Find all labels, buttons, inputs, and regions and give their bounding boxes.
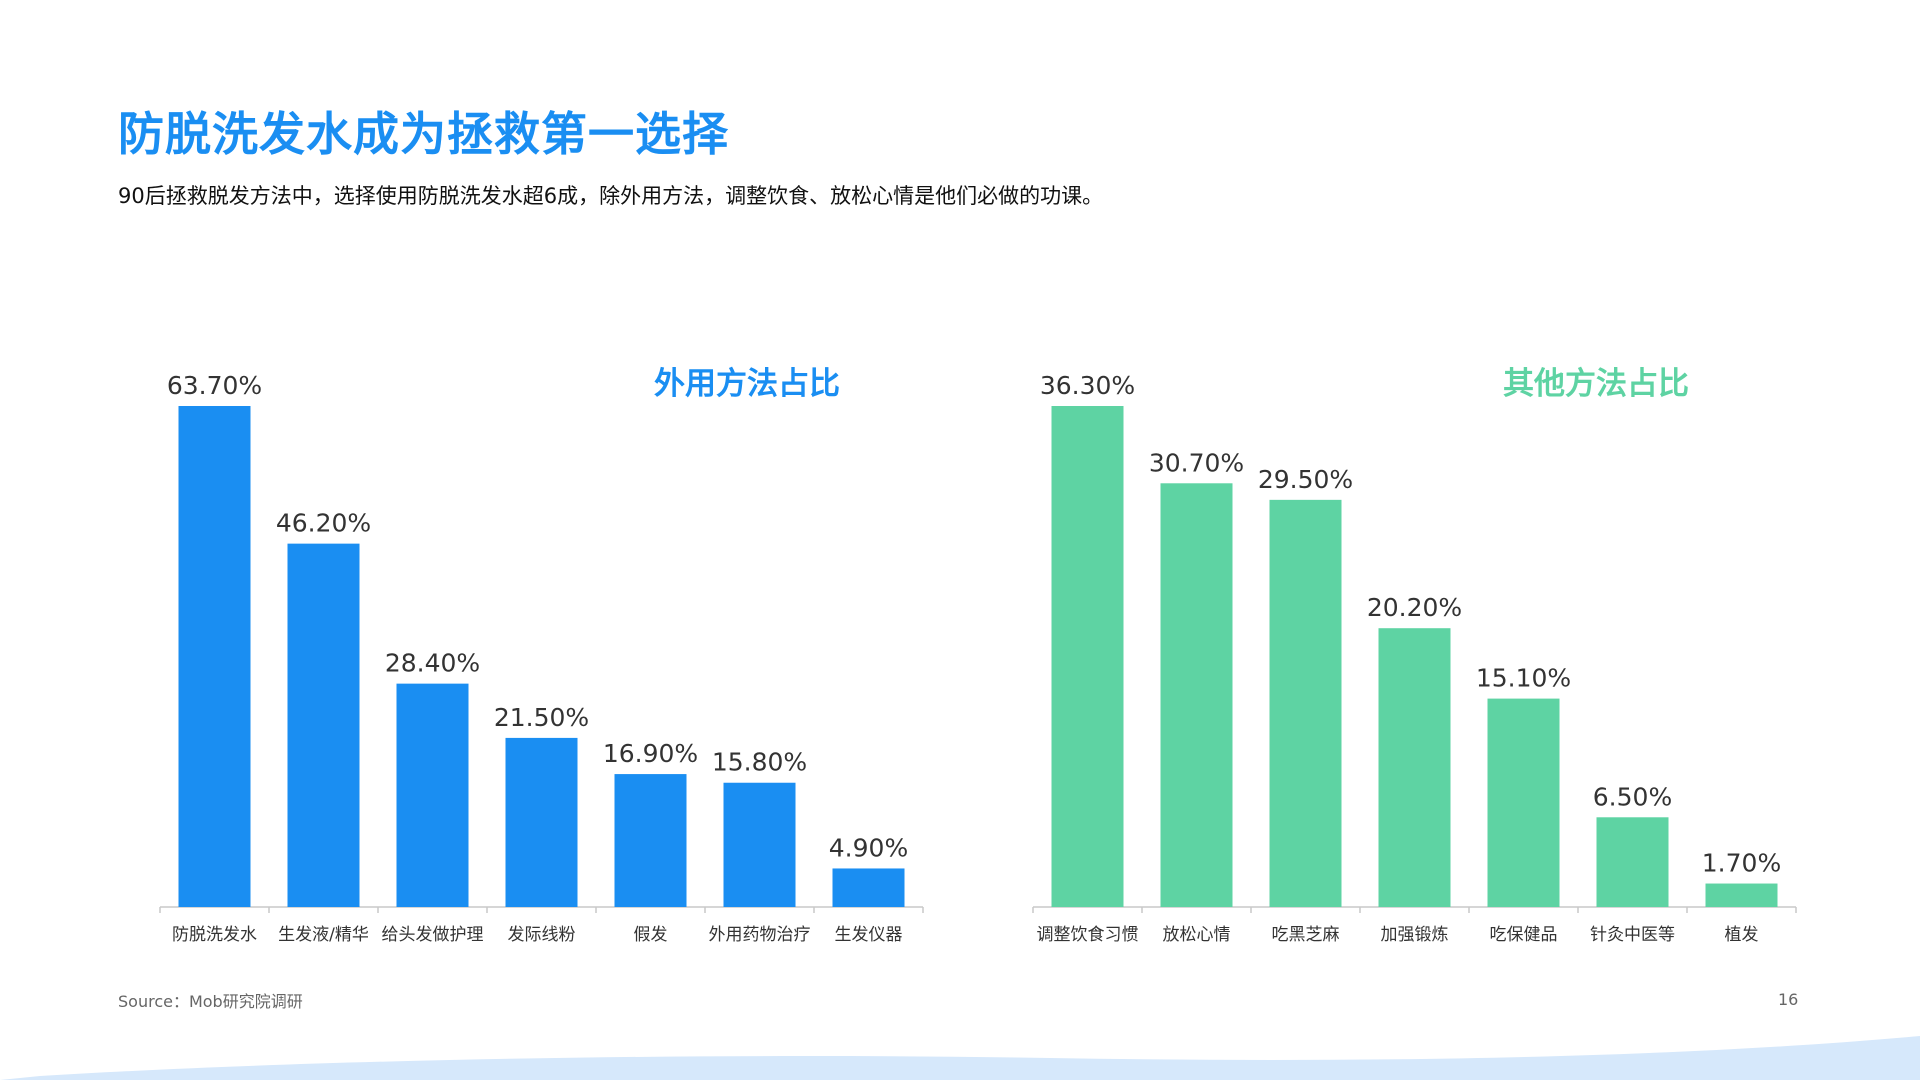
external-methods-bar [178,406,251,907]
external-methods-bar [505,737,578,907]
other-methods-bar [1705,883,1778,907]
other-methods-value-label: 15.10% [1476,664,1571,693]
other-methods-category-label: 吃保健品 [1490,925,1558,945]
source-note: Source：Mob研究院调研 [118,992,303,1011]
external-methods-value-label: 28.40% [385,649,480,678]
external-methods-value-label: 15.80% [712,748,807,777]
other-methods-value-label: 36.30% [1040,371,1135,400]
external-methods-value-label: 21.50% [494,703,589,732]
decorative-wave [0,1036,1920,1080]
other-methods-category-label: 吃黑芝麻 [1272,925,1340,945]
other-methods-bar [1160,483,1233,907]
external-methods-bar [614,774,687,907]
other-methods-category-label: 调整饮食习惯 [1037,925,1139,945]
other-methods-value-label: 30.70% [1149,448,1244,477]
other-methods-category-label: 放松心情 [1163,925,1231,945]
other-methods-bar [1051,406,1124,907]
external-methods-category-label: 发际线粉 [508,925,576,945]
page-title: 防脱洗发水成为拯救第一选择 [118,107,729,161]
other-methods-bar [1269,499,1342,907]
external-methods-category-label: 外用药物治疗 [709,925,811,945]
page-number: 16 [1778,990,1799,1009]
external-methods-chart-title: 外用方法占比 [654,366,840,402]
external-methods-value-label: 4.90% [829,833,908,862]
other-methods-value-label: 6.50% [1593,782,1672,811]
external-methods-bar [287,543,360,907]
other-methods-category-label: 植发 [1725,925,1759,945]
external-methods-bar [396,683,469,907]
external-methods-value-label: 16.90% [603,739,698,768]
other-methods-bar [1487,698,1560,907]
other-methods-category-label: 加强锻炼 [1381,925,1449,945]
external-methods-value-label: 63.70% [167,371,262,400]
other-methods-bar [1378,628,1451,907]
external-methods-category-label: 防脱洗发水 [172,925,257,945]
external-methods-bar [723,782,796,907]
page-subtitle: 90后拯救脱发方法中，选择使用防脱洗发水超6成，除外用方法，调整饮食、放松心情是… [118,184,1104,208]
other-methods-value-label: 20.20% [1367,593,1462,622]
other-methods-value-label: 29.50% [1258,465,1353,494]
external-methods-category-label: 生发仪器 [835,925,903,945]
other-methods-chart-title: 其他方法占比 [1503,366,1689,402]
external-methods-category-label: 给头发做护理 [382,925,484,945]
external-methods-category-label: 生发液/精华 [278,925,369,945]
external-methods-category-label: 假发 [634,925,668,945]
other-methods-chart: 36.30% 调整饮食习惯 30.70% 放松心情 29.50% 吃黑芝麻 20.20% 加强… [1023,350,1803,950]
external-methods-bar [832,868,905,907]
other-methods-category-label: 针灸中医等 [1590,925,1675,945]
external-methods-value-label: 46.20% [276,509,371,538]
other-methods-bar [1596,817,1669,907]
other-methods-chart-svg: 36.30% 调整饮食习惯 30.70% 放松心情 29.50% 吃黑芝麻 20.20% 加强… [1032,371,1797,945]
external-methods-chart: 63.70% 防脱洗发水 46.20% 生发液/精华 28.40% 给头发做护理 21.50… [150,350,930,950]
other-methods-value-label: 1.70% [1702,849,1781,878]
external-methods-chart-svg: 63.70% 防脱洗发水 46.20% 生发液/精华 28.40% 给头发做护理 21.50… [159,371,924,945]
